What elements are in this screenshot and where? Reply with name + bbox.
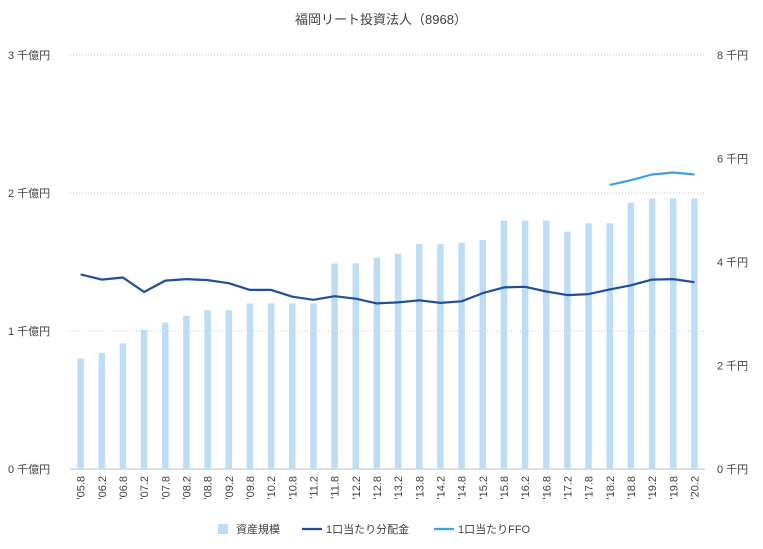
bar [606, 223, 613, 469]
bar [98, 353, 105, 469]
bar [543, 220, 550, 469]
bar [670, 198, 677, 469]
bar [77, 358, 84, 469]
x-tick-label: '17.8 [584, 476, 596, 500]
x-tick-label: '06.8 [118, 476, 130, 500]
bar [437, 244, 444, 469]
x-tick-label: '15.2 [478, 476, 490, 500]
x-tick-label: '18.8 [626, 476, 638, 500]
series-line [609, 171, 695, 186]
left-tick-label: 1 千億円 [8, 325, 50, 338]
legend-label: 1口当たり分配金 [326, 522, 409, 536]
x-tick-label: '14.2 [435, 476, 447, 500]
x-tick-label: '06.2 [97, 476, 109, 500]
bar [648, 198, 656, 469]
bar [225, 310, 232, 469]
x-tick-label: '14.8 [457, 476, 469, 500]
line-series [80, 171, 695, 305]
bar [204, 310, 211, 469]
gridlines [70, 54, 705, 470]
bar [500, 220, 508, 469]
bar [479, 239, 486, 469]
bar-series [77, 198, 698, 469]
x-tick-label: '16.2 [520, 476, 532, 500]
chart-title: 福岡リート投資法人（8968） [295, 12, 467, 27]
bar [521, 220, 529, 469]
legend-label: 1口当たりFFO [458, 522, 531, 536]
x-tick-label: '13.8 [414, 476, 426, 500]
bar [140, 329, 148, 469]
x-tick-label: '18.2 [605, 476, 617, 500]
bar [310, 303, 317, 469]
right-tick-label: 0 千円 [717, 463, 748, 476]
x-tick-label: '20.2 [689, 476, 701, 500]
x-tick-label: '10.2 [266, 476, 278, 500]
bar [394, 253, 402, 469]
x-tick-label: '12.8 [372, 476, 384, 500]
bar [416, 244, 423, 469]
x-tick-label: '15.8 [499, 476, 511, 500]
x-tick-label: '12.2 [351, 476, 363, 500]
x-tick-label: '19.2 [647, 476, 659, 500]
x-tick-label: '17.2 [562, 476, 574, 500]
bar [352, 263, 359, 469]
x-tick-label: '11.8 [330, 476, 342, 499]
x-tick-label: '19.8 [668, 476, 680, 500]
right-tick-label: 8 千円 [717, 49, 748, 62]
right-tick-label: 6 千円 [717, 153, 748, 166]
x-tick-label: '09.2 [224, 476, 236, 500]
x-tick-label: '09.8 [245, 476, 257, 500]
x-tick-label: '08.8 [203, 476, 215, 500]
left-axis: 0 千億円 1 千億円 2 千億円 3 千億円 [8, 49, 50, 476]
legend-swatch [218, 524, 228, 534]
bar [162, 322, 169, 469]
bar [267, 303, 275, 469]
x-tick-label: '07.2 [139, 476, 151, 500]
x-tick-label: '10.8 [287, 476, 299, 500]
x-tick-label: '07.8 [160, 476, 172, 500]
x-tick-label: '08.2 [181, 476, 193, 500]
legend: 資産規模 1口当たり分配金 1口当たりFFO [218, 522, 531, 536]
bar [246, 303, 254, 469]
series-line [80, 273, 695, 305]
right-axis: 0 千円 2 千円 4 千円 6 千円 8 千円 [717, 49, 748, 476]
bar [373, 257, 381, 469]
right-tick-label: 2 千円 [717, 360, 748, 373]
legend-label: 資産規模 [236, 522, 280, 536]
left-tick-label: 0 千億円 [8, 463, 50, 476]
x-tick-label: '16.8 [541, 476, 553, 500]
left-tick-label: 3 千億円 [8, 49, 50, 62]
x-tick-label: '11.2 [308, 476, 320, 499]
x-axis: '05.8 '06.2 '06.8 '07.2 '07.8 '08.2 '08.8 '09.2… [76, 476, 702, 500]
x-tick-label: '13.2 [393, 476, 405, 500]
bar [119, 343, 127, 469]
bar [183, 315, 190, 469]
bar [691, 198, 698, 469]
bar [289, 303, 296, 469]
bar [564, 231, 571, 469]
bar [458, 242, 465, 469]
bar [331, 263, 338, 469]
right-tick-label: 4 千円 [717, 256, 748, 269]
x-tick-label: '05.8 [76, 476, 88, 500]
bar [627, 202, 635, 469]
left-tick-label: 2 千億円 [8, 187, 50, 200]
bar [585, 223, 592, 469]
